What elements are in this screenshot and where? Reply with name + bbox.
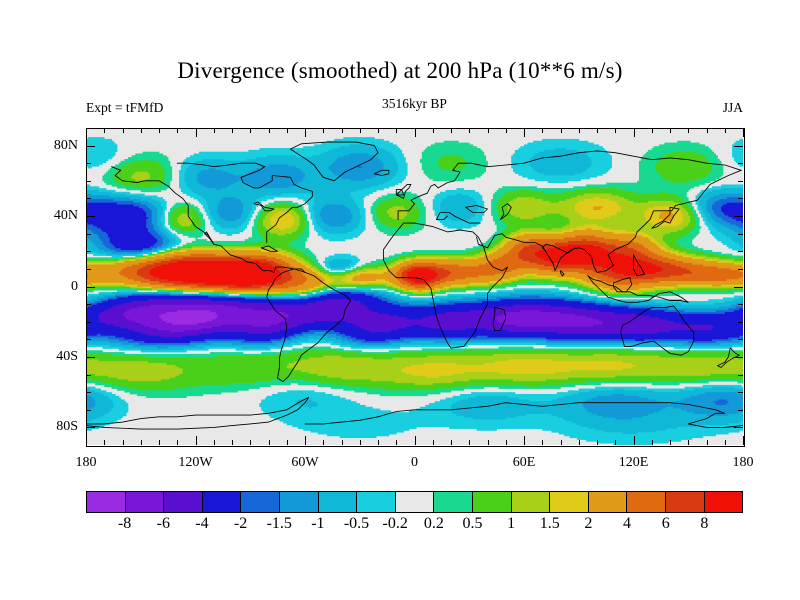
y-axis-label: 80N (53, 137, 78, 153)
colorbar-tick-label: -2 (233, 515, 248, 532)
colorbar-band-12 (550, 492, 589, 512)
colorbar-band-15 (665, 492, 705, 512)
y-axis-label: 0 (71, 278, 78, 294)
colorbar-tick-label: -6 (156, 515, 170, 532)
divergence-heatmap (86, 137, 743, 445)
colorbar-band-11 (511, 492, 551, 512)
subtitle-row: Expt = tFMfD 3516kyr BP JJA (86, 96, 743, 115)
colorbar-tick-label: 1.5 (539, 515, 560, 532)
colorbar-tick-label: 4 (623, 515, 632, 532)
y-axis-label: 40N (53, 208, 78, 224)
colorbar-band-13 (588, 492, 628, 512)
colorbar-tick-label: 6 (661, 515, 670, 532)
colorbar-band-0 (87, 492, 126, 512)
page-title: Divergence (smoothed) at 200 hPa (10**6 … (177, 58, 623, 83)
x-axis-label: 60W (291, 455, 319, 470)
colorbar-bands (86, 491, 743, 513)
colorbar-tick-label: 1 (507, 515, 516, 532)
colorbar-tick-label: -8 (117, 515, 132, 532)
colorbar-tick-label: -4 (195, 515, 209, 532)
y-axis-label: 80S (56, 419, 78, 435)
y-axis-label: 40S (56, 348, 78, 364)
season-label: JJA (722, 100, 743, 115)
colorbar-band-7 (357, 492, 396, 512)
colorbar-band-4 (241, 492, 280, 512)
colorbar-band-10 (472, 492, 512, 512)
colorbar-band-16 (704, 492, 743, 512)
period-label: 3516kyr BP (382, 96, 447, 111)
colorbar-band-14 (627, 492, 666, 512)
colorbar-band-9 (434, 492, 473, 512)
colorbar-tick-label: -1 (311, 515, 325, 532)
x-axis-label: 60E (512, 455, 536, 470)
colorbar-tick-label: -0.5 (343, 515, 370, 532)
colorbar-tick-label: -1.5 (266, 515, 292, 532)
x-axis-label: 0 (411, 455, 418, 470)
map-plot-area (86, 128, 743, 445)
colorbar-tick-label: 2 (584, 515, 593, 532)
x-axis-label: 180 (75, 455, 97, 470)
experiment-label: Expt = tFMfD (86, 100, 164, 115)
colorbar: -8 -6 -4 -2 -1.5 -1 -0.5 -0.2 0.2 0.5 1 1.5 2 4 6 8 (86, 491, 743, 532)
colorbar-tick-label: 0.2 (423, 515, 444, 532)
colorbar-band-2 (164, 492, 203, 512)
x-axis-label: 120E (618, 455, 649, 470)
colorbar-tick-label: 0.5 (462, 515, 483, 532)
colorbar-band-3 (202, 492, 242, 512)
colorbar-tick-label: -0.2 (382, 515, 408, 532)
colorbar-band-8 (395, 492, 435, 512)
x-axis-label: 120W (178, 455, 213, 470)
colorbar-band-6 (318, 492, 358, 512)
colorbar-band-1 (125, 492, 165, 512)
colorbar-band-5 (279, 492, 319, 512)
x-axis-label: 180 (732, 455, 754, 470)
coastlines (86, 141, 743, 430)
colorbar-tick-label: 8 (700, 515, 709, 532)
